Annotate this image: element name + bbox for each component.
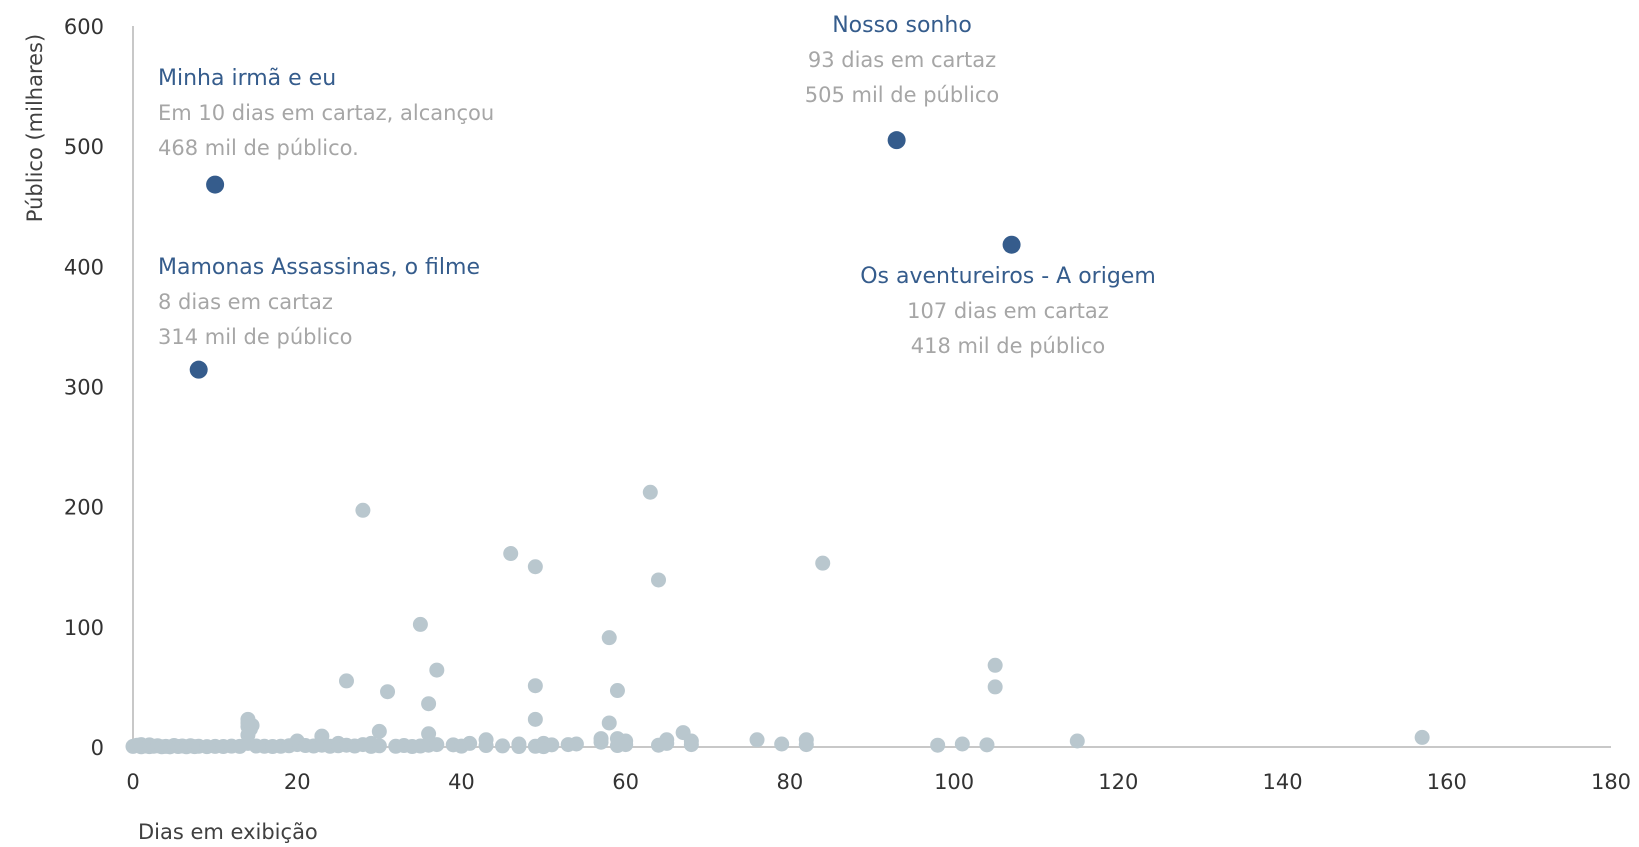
- annotation-line: Em 10 dias em cartaz, alcançou: [158, 101, 494, 125]
- data-point: [421, 696, 437, 712]
- data-point: [429, 737, 445, 753]
- y-tick-label: 500: [64, 135, 104, 159]
- data-point: [593, 734, 609, 750]
- data-point: [412, 616, 428, 632]
- data-point: [642, 484, 658, 500]
- x-tick-label: 140: [1263, 770, 1303, 794]
- data-point: [429, 662, 445, 678]
- data-point: [462, 735, 478, 751]
- annotation-line: 314 mil de público: [158, 325, 353, 349]
- data-point: [954, 736, 970, 752]
- x-tick-label: 160: [1427, 770, 1467, 794]
- data-point: [609, 683, 625, 699]
- data-point: [527, 559, 543, 575]
- y-tick-label: 600: [64, 15, 104, 39]
- data-point: [478, 738, 494, 754]
- annotation-line: 8 dias em cartaz: [158, 290, 333, 314]
- annotation-line: 418 mil de público: [911, 334, 1106, 358]
- annotations: Minha irmã e eu Em 10 dias em cartaz, alc…: [158, 13, 1156, 358]
- data-point: [338, 673, 354, 689]
- data-point: [503, 546, 519, 562]
- data-point: [601, 715, 617, 731]
- data-point: [659, 735, 675, 751]
- highlighted-point: [206, 175, 225, 194]
- data-point: [987, 679, 1003, 695]
- x-tick-label: 40: [448, 770, 475, 794]
- data-point: [979, 737, 995, 753]
- y-tick-label: 300: [64, 376, 104, 400]
- data-point: [544, 737, 560, 753]
- data-points: [125, 484, 1430, 755]
- annotation: Minha irmã e eu Em 10 dias em cartaz, alc…: [158, 66, 494, 160]
- x-tick-label: 60: [612, 770, 639, 794]
- data-point: [380, 684, 396, 700]
- y-tick-label: 200: [64, 496, 104, 520]
- data-point: [527, 711, 543, 727]
- data-point: [1069, 733, 1085, 749]
- y-tick-label: 400: [64, 255, 104, 279]
- data-point: [355, 502, 371, 518]
- data-point: [421, 726, 437, 742]
- data-point: [568, 736, 584, 752]
- data-point: [601, 630, 617, 646]
- data-point: [651, 572, 667, 588]
- data-point: [1414, 729, 1430, 745]
- highlighted-point: [1002, 235, 1021, 254]
- annotation-line: 107 dias em cartaz: [907, 299, 1109, 323]
- x-tick-label: 20: [284, 770, 311, 794]
- x-tick-label: 120: [1098, 770, 1138, 794]
- data-point: [618, 737, 634, 753]
- annotation-line: 468 mil de público.: [158, 136, 359, 160]
- annotation-line: 93 dias em cartaz: [808, 48, 996, 72]
- x-tick-label: 100: [934, 770, 974, 794]
- data-point: [749, 732, 765, 748]
- x-tick-label: 180: [1591, 770, 1631, 794]
- data-point: [371, 738, 387, 754]
- highlighted-point: [887, 131, 906, 150]
- data-point: [314, 728, 330, 744]
- axes: 0 20 40 60 80 100 120 140 160 180 0 100 200 300 400 500…: [64, 15, 1631, 794]
- annotation-title: Os aventureiros - A origem: [860, 264, 1156, 289]
- annotation-title: Nosso sonho: [832, 13, 972, 38]
- annotation-title: Mamonas Assassinas, o filme: [158, 255, 480, 280]
- data-point: [798, 737, 814, 753]
- highlighted-points: [189, 131, 1021, 379]
- annotation: Nosso sonho 93 dias em cartaz 505 mil de p…: [805, 13, 1000, 107]
- x-axis-title: Dias em exibição: [138, 820, 318, 843]
- annotation: Mamonas Assassinas, o filme 8 dias em car…: [158, 255, 480, 349]
- data-point: [683, 737, 699, 753]
- data-point: [527, 678, 543, 694]
- data-point: [371, 723, 387, 739]
- annotation: Os aventureiros - A origem 107 dias em ca…: [860, 264, 1156, 358]
- annotation-title: Minha irmã e eu: [158, 66, 336, 91]
- highlighted-point: [189, 360, 208, 379]
- data-point: [815, 555, 831, 571]
- data-point: [987, 657, 1003, 673]
- y-tick-label: 0: [91, 736, 104, 760]
- annotation-line: 505 mil de público: [805, 83, 1000, 107]
- data-point: [930, 737, 946, 753]
- x-tick-label: 0: [126, 770, 139, 794]
- data-point: [495, 738, 510, 754]
- y-tick-label: 100: [64, 616, 104, 640]
- x-tick-label: 80: [777, 770, 804, 794]
- y-axis-title: Público (milhares): [23, 34, 47, 222]
- data-point: [511, 739, 527, 755]
- data-point: [774, 736, 790, 752]
